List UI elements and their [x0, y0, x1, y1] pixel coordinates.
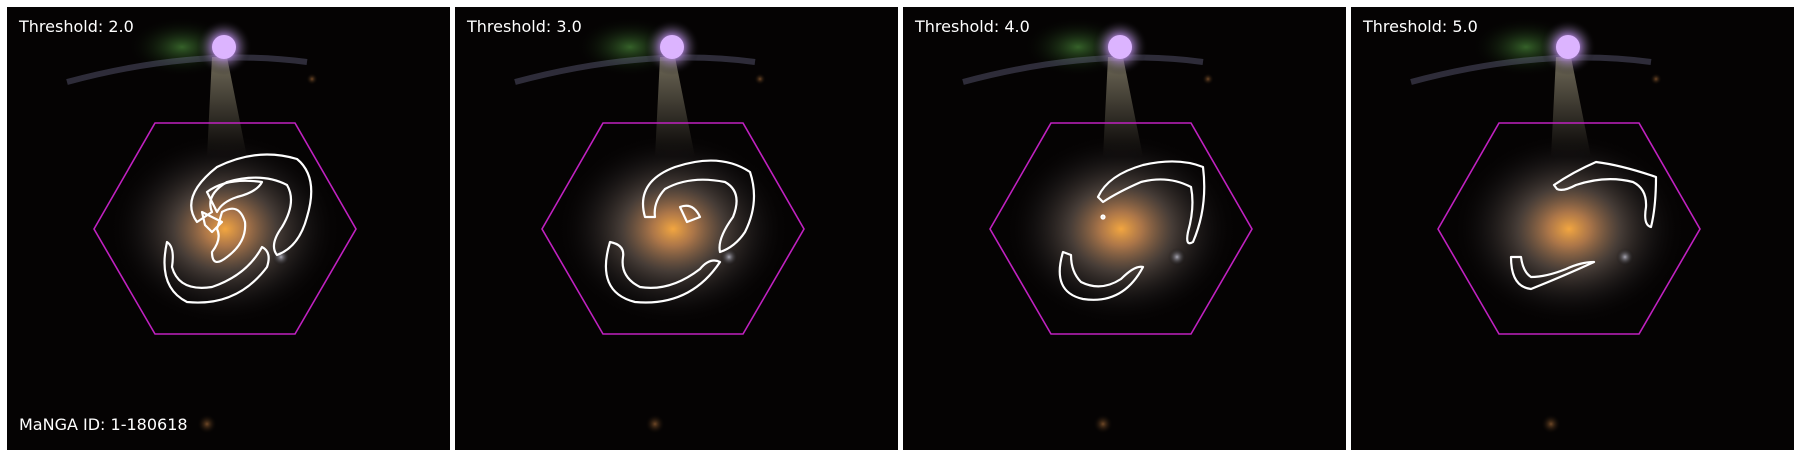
ifu-hexagon — [1437, 122, 1701, 335]
galaxy-image — [455, 7, 898, 450]
galaxy-image — [1351, 7, 1794, 450]
ifu-hexagon — [93, 122, 357, 335]
galaxy-image — [903, 7, 1346, 450]
panel-threshold-2: Threshold: 2.0 MaNGA ID: 1-180618 — [7, 7, 450, 450]
galaxy-image — [7, 7, 450, 450]
contour-lines — [163, 153, 313, 304]
threshold-label: Threshold: 4.0 — [915, 17, 1030, 36]
threshold-label: Threshold: 3.0 — [467, 17, 582, 36]
threshold-label: Threshold: 5.0 — [1363, 17, 1478, 36]
panel-threshold-4: Threshold: 4.0 — [903, 7, 1346, 450]
manga-id-label: MaNGA ID: 1-180618 — [19, 415, 188, 434]
contour-lines — [1058, 160, 1206, 301]
threshold-label: Threshold: 2.0 — [19, 17, 134, 36]
contour-lines — [1509, 160, 1658, 291]
contour-lines — [604, 159, 756, 304]
ifu-hexagon — [541, 122, 805, 335]
ifu-hexagon — [989, 122, 1253, 335]
panel-threshold-5: Threshold: 5.0 — [1351, 7, 1794, 450]
panel-threshold-3: Threshold: 3.0 — [455, 7, 898, 450]
